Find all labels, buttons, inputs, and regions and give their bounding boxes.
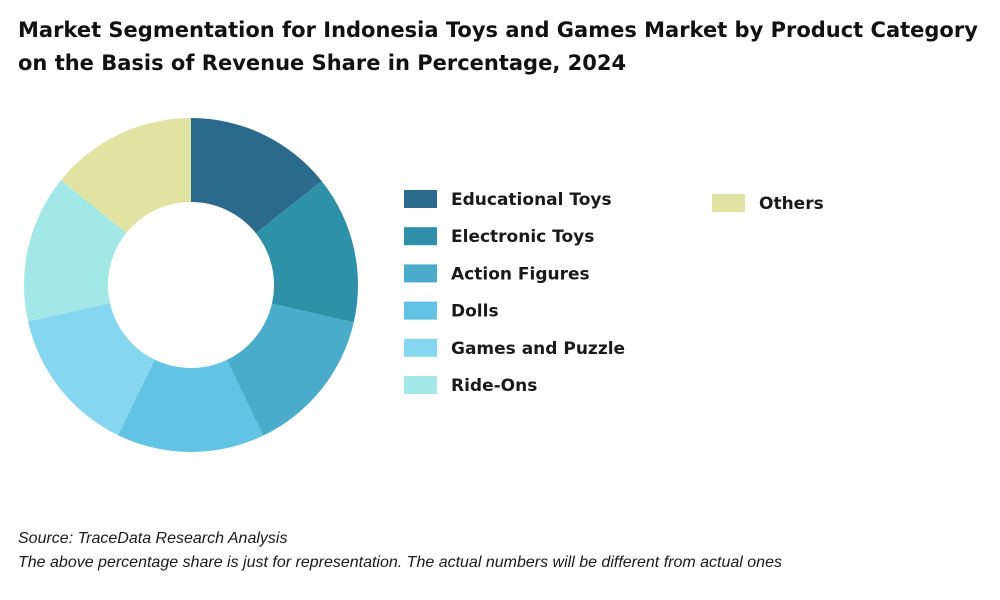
chart-title: Market Segmentation for Indonesia Toys a…	[18, 14, 988, 80]
slice-others	[60, 118, 191, 233]
legend-label-electronic-toys: Electronic Toys	[451, 227, 594, 247]
legend-label-action-figures: Action Figures	[451, 264, 590, 284]
legend-item-action-figures: Action Figures	[404, 264, 590, 284]
legend-item-educational-toys: Educational Toys	[404, 190, 612, 210]
legend-item-dolls: Dolls	[404, 301, 499, 322]
slice-educational-toys	[191, 118, 322, 234]
legend-swatch-dolls	[404, 301, 437, 320]
legend-swatch-others	[712, 194, 745, 212]
legend-item-others: Others	[712, 194, 824, 214]
slice-dolls	[118, 359, 264, 452]
slice-games-and-puzzle	[28, 303, 155, 436]
legend-item-games-and-puzzle: Games and Puzzle	[404, 338, 625, 359]
legend-item-ride-ons: Ride-Ons	[404, 376, 537, 396]
disclaimer-note: The above percentage share is just for r…	[18, 554, 782, 571]
legend-swatch-ride-ons	[404, 376, 437, 394]
donut-slices	[23, 118, 359, 452]
legend-swatch-games-and-puzzle	[404, 338, 437, 357]
legend-label-ride-ons: Ride-Ons	[451, 376, 537, 396]
legend-swatch-action-figures	[404, 264, 437, 283]
chart-title-line-2: on the Basis of Revenue Share in Percent…	[18, 51, 627, 75]
slice-ride-ons	[23, 180, 127, 322]
chart-footer: Source: TraceData Research Analysis The …	[18, 527, 988, 575]
chart-legend: Educational Toys Electronic Toys Action Fi…	[404, 190, 824, 396]
legend-label-educational-toys: Educational Toys	[451, 190, 612, 210]
slice-action-figures	[226, 303, 354, 436]
legend-swatch-electronic-toys	[404, 227, 437, 246]
slice-electronic-toys	[255, 180, 359, 323]
source-note: Source: TraceData Research Analysis	[18, 530, 288, 547]
legend-label-dolls: Dolls	[451, 302, 499, 322]
legend-swatch-educational-toys	[404, 190, 437, 208]
legend-label-others: Others	[759, 194, 824, 214]
legend-item-electronic-toys: Electronic Toys	[404, 227, 594, 247]
legend-label-games-and-puzzle: Games and Puzzle	[451, 339, 625, 359]
chart-title-line-1: Market Segmentation for Indonesia Toys a…	[18, 18, 978, 42]
